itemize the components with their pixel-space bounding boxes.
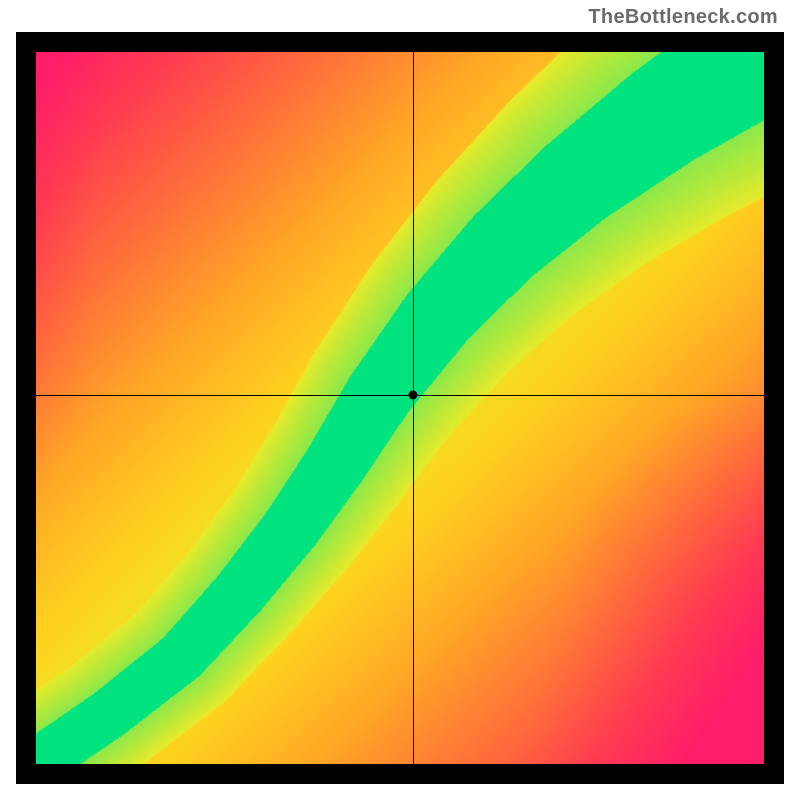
watermark-text: TheBottleneck.com xyxy=(588,6,778,29)
crosshair-horizontal xyxy=(36,395,764,396)
plot-frame xyxy=(16,32,784,784)
heatmap-canvas xyxy=(36,52,764,764)
crosshair-vertical xyxy=(413,52,414,764)
plot-area xyxy=(36,52,764,764)
crosshair-dot xyxy=(409,391,418,400)
